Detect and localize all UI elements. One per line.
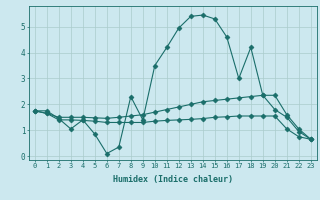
X-axis label: Humidex (Indice chaleur): Humidex (Indice chaleur) <box>113 175 233 184</box>
